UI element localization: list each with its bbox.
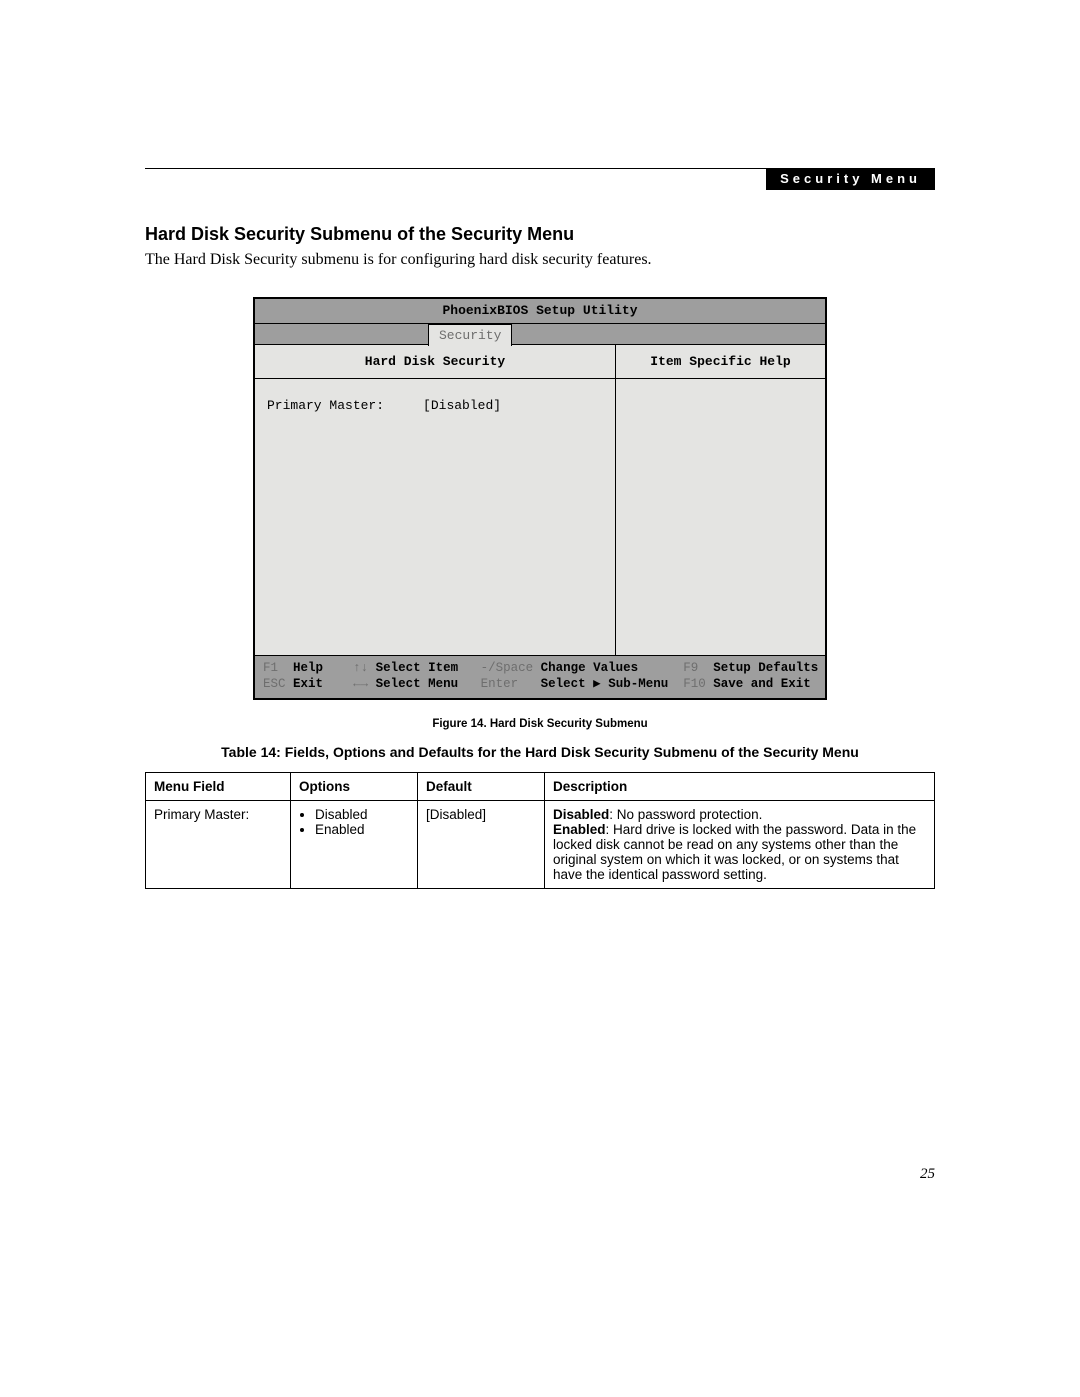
label-exit: Exit bbox=[293, 677, 323, 691]
options-list: Disabled Enabled bbox=[299, 807, 409, 837]
table-body: Primary Master: Disabled Enabled [Disabl… bbox=[146, 801, 935, 889]
bios-title-bar: PhoenixBIOS Setup Utility bbox=[255, 299, 825, 324]
bios-field-row[interactable]: Primary Master: [Disabled] bbox=[267, 397, 603, 415]
desc-disabled-label: Disabled bbox=[553, 807, 609, 822]
th-menu-field: Menu Field bbox=[146, 773, 291, 801]
cell-options: Disabled Enabled bbox=[291, 801, 418, 889]
header-bar: Security Menu bbox=[766, 168, 935, 190]
figure-caption: Figure 14. Hard Disk Security Submenu bbox=[145, 718, 935, 730]
page-number: 25 bbox=[920, 1166, 935, 1183]
label-select-sub: Select ▶ Sub-Menu bbox=[541, 677, 669, 691]
bios-footer-line-2: ESC Exit ←→ Select Menu Enter Select ▶ S… bbox=[263, 676, 817, 693]
table-header-row: Menu Field Options Default Description bbox=[146, 773, 935, 801]
table-row: Primary Master: Disabled Enabled [Disabl… bbox=[146, 801, 935, 889]
desc-enabled-text: : Hard drive is locked with the password… bbox=[553, 822, 916, 882]
bios-right-panel: Item Specific Help bbox=[616, 345, 825, 655]
label-select-menu: Select Menu bbox=[376, 677, 459, 691]
label-select-item: Select Item bbox=[376, 661, 459, 675]
key-f10: F10 bbox=[683, 677, 706, 691]
cell-default: [Disabled] bbox=[418, 801, 545, 889]
table-caption: Table 14: Fields, Options and Defaults f… bbox=[145, 744, 935, 760]
th-options: Options bbox=[291, 773, 418, 801]
arrows-updown-icon: ↑↓ bbox=[353, 661, 368, 675]
label-save-exit: Save and Exit bbox=[713, 677, 811, 691]
document-page: Security Menu Hard Disk Security Submenu… bbox=[0, 0, 1080, 1397]
th-description: Description bbox=[545, 773, 935, 801]
bios-left-title: Hard Disk Security bbox=[255, 345, 615, 380]
key-esc: ESC bbox=[263, 677, 286, 691]
label-help: Help bbox=[293, 661, 323, 675]
section-intro: The Hard Disk Security submenu is for co… bbox=[145, 251, 935, 269]
option-disabled: Disabled bbox=[315, 807, 409, 822]
bios-tab-security[interactable]: Security bbox=[428, 324, 512, 347]
content-area: Security Menu Hard Disk Security Submenu… bbox=[145, 168, 935, 889]
bios-footer-line-1: F1 Help ↑↓ Select Item -/Space Change Va… bbox=[263, 660, 817, 677]
section-title: Hard Disk Security Submenu of the Securi… bbox=[145, 224, 935, 245]
bios-body: Hard Disk Security Primary Master: [Disa… bbox=[255, 345, 825, 655]
cell-description: Disabled: No password protection. Enable… bbox=[545, 801, 935, 889]
bios-window: PhoenixBIOS Setup Utility Security Hard … bbox=[253, 297, 827, 700]
key-f1: F1 bbox=[263, 661, 278, 675]
bios-footer: F1 Help ↑↓ Select Item -/Space Change Va… bbox=[255, 655, 825, 699]
cell-menu-field: Primary Master: bbox=[146, 801, 291, 889]
bios-right-title: Item Specific Help bbox=[616, 345, 825, 380]
fields-table: Menu Field Options Default Description P… bbox=[145, 772, 935, 889]
bios-field-label: Primary Master: bbox=[267, 398, 384, 413]
desc-disabled-text: : No password protection. bbox=[609, 807, 762, 822]
key-minus-space: -/Space bbox=[481, 661, 534, 675]
arrows-leftright-icon: ←→ bbox=[353, 677, 368, 691]
table-head: Menu Field Options Default Description bbox=[146, 773, 935, 801]
bios-right-content bbox=[616, 379, 825, 654]
key-enter: Enter bbox=[481, 677, 519, 691]
bios-tab-row: Security bbox=[255, 324, 825, 345]
option-enabled: Enabled bbox=[315, 822, 409, 837]
bios-left-panel: Hard Disk Security Primary Master: [Disa… bbox=[255, 345, 616, 655]
bios-field-value[interactable]: [Disabled] bbox=[423, 398, 501, 413]
bios-left-content: Primary Master: [Disabled] bbox=[255, 379, 615, 654]
label-setup-defaults: Setup Defaults bbox=[713, 661, 818, 675]
th-default: Default bbox=[418, 773, 545, 801]
desc-enabled-label: Enabled bbox=[553, 822, 606, 837]
key-f9: F9 bbox=[683, 661, 698, 675]
label-change-values: Change Values bbox=[541, 661, 639, 675]
